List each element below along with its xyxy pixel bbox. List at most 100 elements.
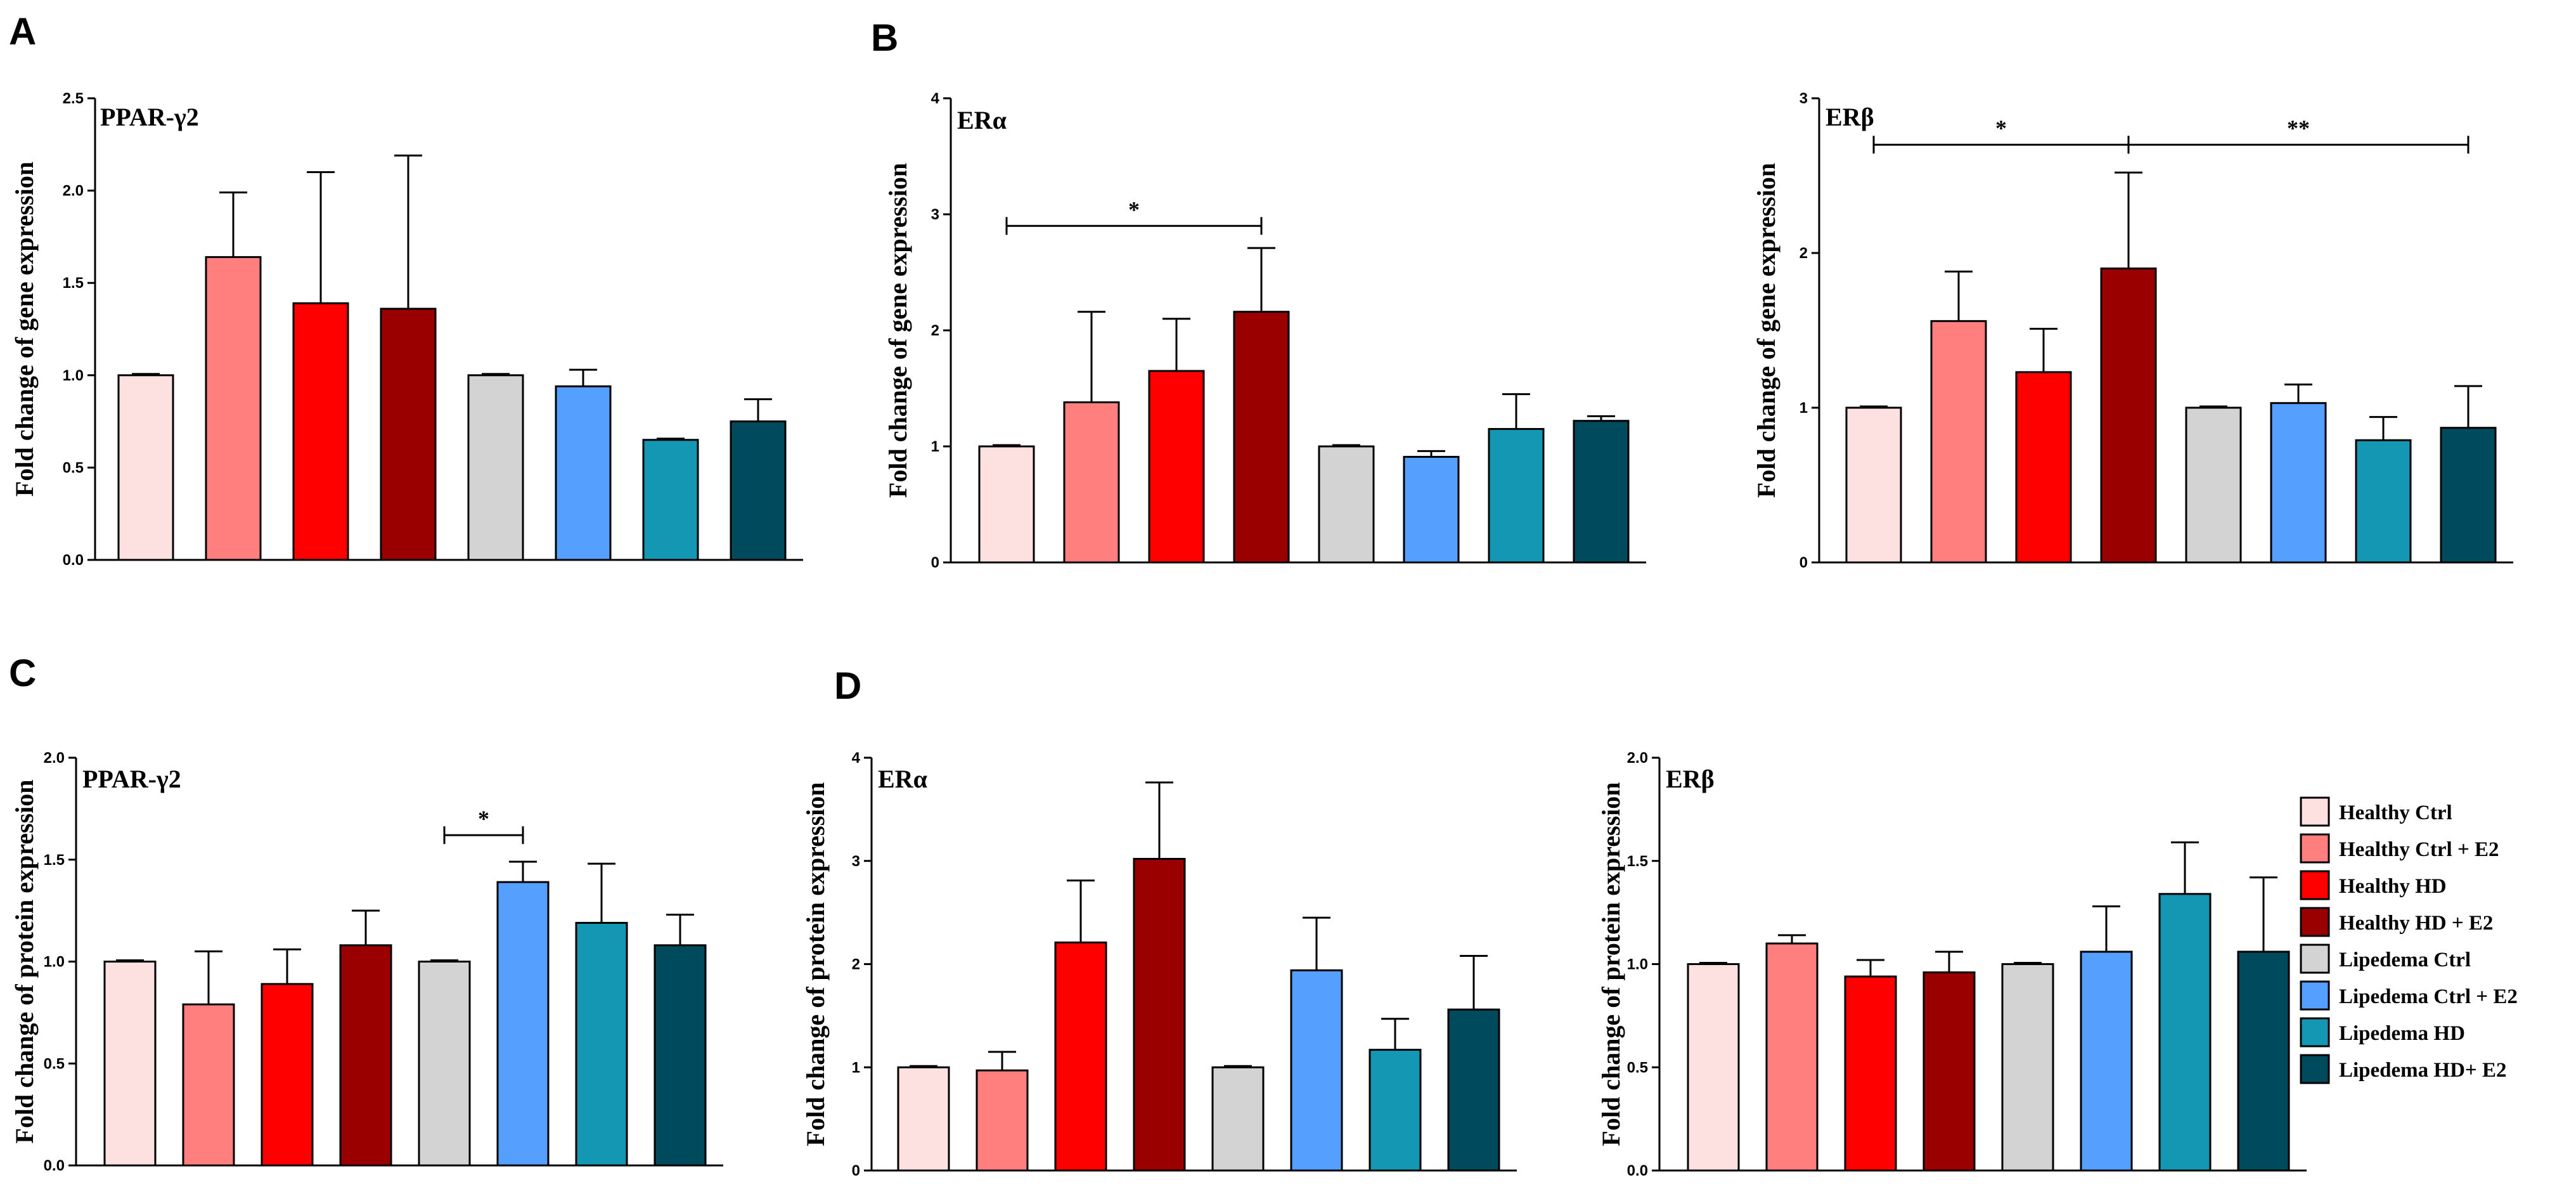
y-tick-label: 4 [852, 749, 861, 767]
legend-label: Lipedema HD [2339, 1022, 2465, 1045]
y-tick-label: 0.0 [1627, 1162, 1648, 1179]
y-tick-label: 1.5 [44, 852, 65, 869]
bar-7 [2158, 893, 2212, 1172]
chart-title: ERβ [1666, 765, 1715, 793]
bar-6 [2270, 402, 2327, 564]
y-axis-label: Fold change of gene expression [10, 162, 39, 496]
bar-3 [2015, 371, 2072, 564]
bar-6 [555, 385, 612, 561]
y-tick-label: 2 [1800, 245, 1808, 262]
bar-7 [1488, 428, 1545, 564]
bar-5 [2001, 963, 2054, 1172]
y-tick-label: 1.5 [1627, 853, 1648, 870]
bar-5 [467, 374, 524, 561]
bar-5 [418, 961, 471, 1167]
legend-label: Lipedema HD+ E2 [2339, 1059, 2506, 1082]
bar-3 [261, 983, 314, 1167]
bar-2 [1930, 320, 1987, 564]
bar-4 [380, 308, 437, 561]
bar-2 [1063, 401, 1120, 564]
bar-7 [1368, 1049, 1422, 1172]
chart-a-ppar-gene: PPAR-γ2 Fold change of gene expression 0.0… [10, 90, 803, 569]
bar-8 [2237, 950, 2290, 1172]
panel-letter-b: B [871, 16, 898, 59]
legend-swatch [2300, 870, 2330, 900]
y-axis-label: Fold change of gene expression [884, 163, 912, 498]
bar-5 [1211, 1066, 1265, 1172]
bar-8 [2440, 427, 2497, 564]
chart-title: PPAR-γ2 [100, 103, 199, 131]
bar-4 [1133, 857, 1186, 1172]
bar-2 [1765, 942, 1819, 1172]
y-tick-label: 0 [852, 1162, 860, 1179]
bar-8 [1573, 420, 1630, 564]
y-tick-label: 0.5 [44, 1055, 65, 1072]
chart-d-er-alpha-protein: ERα Fold change of protein expression 0 1 2 3… [801, 749, 1517, 1179]
bar-4 [339, 944, 392, 1167]
legend-swatch [2300, 980, 2330, 1011]
bar-1 [978, 445, 1035, 564]
bar-1 [117, 374, 174, 561]
bar-6 [496, 881, 550, 1167]
significance-label: ** [2287, 115, 2310, 141]
y-tick-label: 4 [931, 90, 940, 107]
bar-1 [1687, 963, 1740, 1172]
bar-4 [1233, 311, 1290, 564]
y-axis-label: Fold change of protein expression [801, 782, 830, 1146]
y-tick-label: 1 [931, 438, 939, 455]
legend-label: Healthy HD + E2 [2339, 912, 2493, 935]
legend-label: Healthy Ctrl [2339, 801, 2452, 824]
panel-letter-d: D [834, 665, 861, 707]
legend-swatch [2300, 796, 2330, 827]
bar-2 [205, 256, 262, 561]
y-tick-label: 2.0 [63, 183, 84, 200]
y-tick-label: 2 [852, 956, 860, 973]
y-tick-label: 2.0 [44, 749, 65, 767]
significance-label: * [1995, 115, 2007, 141]
bar-7 [575, 921, 628, 1167]
y-tick-label: 0.5 [63, 459, 84, 476]
bar-7 [2355, 439, 2412, 564]
y-tick-label: 0.5 [1627, 1059, 1648, 1076]
bar-4 [2100, 267, 2157, 564]
y-tick-label: 1.0 [1627, 956, 1648, 973]
bar-8 [730, 420, 787, 561]
bar-6 [1290, 969, 1343, 1172]
bar-3 [1844, 975, 1897, 1172]
y-tick-label: 1.0 [63, 367, 84, 384]
legend-swatch [2300, 907, 2330, 937]
bar-8 [1447, 1008, 1500, 1172]
y-axis-label: Fold change of protein expression [10, 779, 39, 1143]
y-tick-label: 0.0 [44, 1157, 65, 1174]
bar-2 [976, 1069, 1029, 1172]
y-tick-label: 1.5 [63, 275, 84, 292]
bar-7 [642, 439, 699, 561]
panel-letter-c: C [9, 652, 36, 694]
significance-label: * [1128, 197, 1140, 222]
bar-5 [2185, 406, 2242, 564]
chart-c-ppar-protein: PPAR-γ2 Fold change of protein expression… [10, 749, 723, 1174]
y-tick-label: 2 [931, 322, 939, 339]
legend-swatch [2300, 944, 2330, 974]
bar-4 [1922, 971, 1976, 1172]
y-tick-label: 0 [1800, 554, 1808, 571]
bar-2 [182, 1003, 235, 1167]
chart-title: PPAR-γ2 [82, 765, 181, 793]
bar-6 [1403, 455, 1460, 564]
y-tick-label: 2.5 [63, 90, 84, 107]
legend-label: Healthy Ctrl + E2 [2339, 838, 2499, 861]
chart-b-er-alpha-gene: ERα Fold change of gene expression 0 1 2 3 4 * [884, 90, 1646, 571]
chart-title: ERα [878, 765, 927, 793]
y-axis-label: Fold change of protein expression [1597, 782, 1625, 1146]
y-tick-label: 0.0 [63, 552, 84, 569]
bar-3 [1148, 370, 1205, 564]
legend-label: Lipedema Ctrl [2339, 949, 2471, 971]
bar-3 [1054, 941, 1107, 1172]
legend-swatch [2300, 833, 2330, 864]
legend-label: Healthy HD [2339, 875, 2447, 898]
y-tick-label: 2.0 [1627, 749, 1648, 767]
bar-5 [1318, 445, 1375, 564]
